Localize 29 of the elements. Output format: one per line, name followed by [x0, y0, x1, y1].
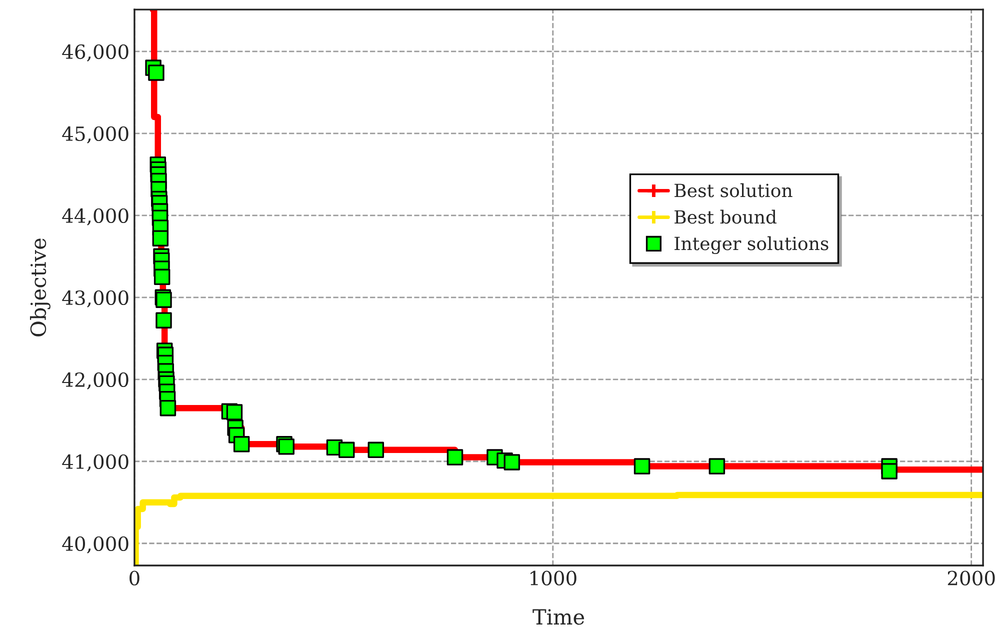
point: [154, 268, 170, 286]
y-tick-label: 43,000: [62, 290, 128, 308]
y-axis-title: Objective: [30, 238, 50, 336]
point: [881, 463, 898, 480]
point: [446, 449, 464, 466]
point: [634, 458, 650, 474]
y-tick-label: 45,000: [62, 126, 128, 144]
legend-label: Integer solutions: [674, 236, 828, 254]
point: [368, 442, 384, 458]
point: [148, 64, 164, 81]
point: [233, 436, 250, 452]
point: [160, 400, 176, 416]
y-tick-label: 40,000: [62, 536, 128, 554]
legend-label: Best solution: [674, 183, 792, 198]
y-tick-label: 44,000: [62, 208, 128, 226]
y-tick-label: 42,000: [62, 372, 128, 390]
legend-label: Best bound: [674, 210, 776, 224]
y-tick-label: 41,000: [62, 454, 128, 472]
point: [156, 312, 172, 328]
point: [708, 458, 726, 474]
x-axis-title: Time: [532, 609, 584, 625]
x-tick-label: 0: [130, 570, 140, 586]
point: [338, 442, 355, 458]
point: [226, 404, 243, 420]
point: [152, 230, 169, 246]
x-tick-label: 2000: [948, 570, 995, 586]
point: [504, 454, 520, 470]
x-tick-label: 1000: [530, 570, 576, 586]
y-tick-label: 46,000: [62, 44, 128, 62]
